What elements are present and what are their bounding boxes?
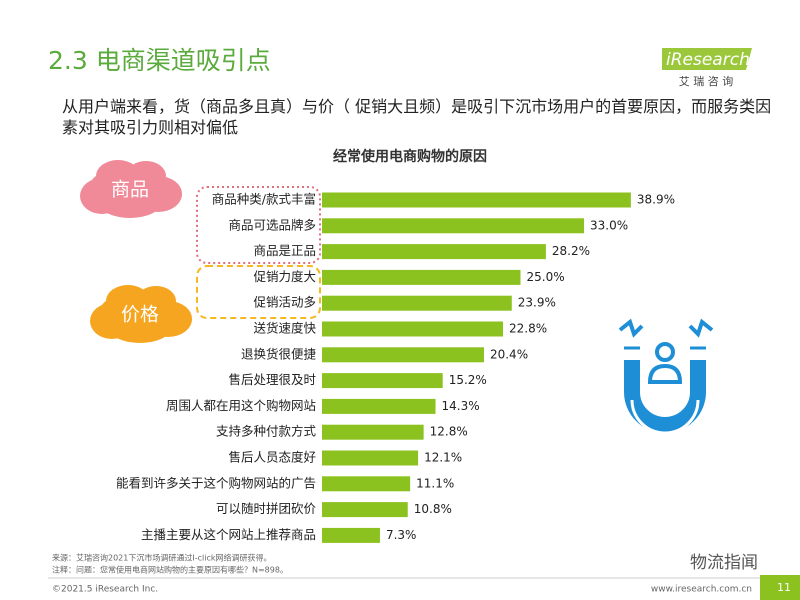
value-label: 23.9% bbox=[518, 296, 556, 310]
category-label: 能看到许多关于这个购物网站的广告 bbox=[116, 475, 316, 490]
highlight-box bbox=[196, 186, 321, 264]
callout-label: 价格 bbox=[121, 304, 159, 326]
bar bbox=[322, 347, 484, 363]
watermark: 物流指闻 bbox=[690, 553, 758, 573]
page-number: 11 bbox=[777, 581, 791, 594]
bar bbox=[322, 502, 408, 518]
copyright: ©2021.5 iResearch Inc. bbox=[52, 585, 158, 595]
category-label: 周围人都在用这个购物网站 bbox=[166, 398, 316, 413]
value-label: 12.8% bbox=[430, 425, 468, 439]
value-label: 12.1% bbox=[424, 451, 462, 465]
value-label: 25.0% bbox=[527, 270, 565, 284]
logo: iResearch bbox=[666, 50, 750, 70]
bar bbox=[322, 218, 585, 234]
subtitle: 从用户端来看，货（商品多且真）与价（ 促销大且频）是吸引下沉市场用户的首要原因，… bbox=[62, 97, 772, 137]
callout-cloud: 价格 bbox=[90, 285, 192, 343]
bar bbox=[322, 269, 521, 285]
magnet-icon bbox=[618, 318, 714, 435]
bar bbox=[322, 244, 546, 260]
bar bbox=[322, 373, 443, 389]
value-label: 28.2% bbox=[552, 244, 590, 258]
cloud-part bbox=[126, 161, 166, 191]
bar bbox=[322, 192, 631, 208]
cloud-part bbox=[100, 190, 160, 218]
website: www.iresearch.com.cn bbox=[651, 585, 752, 595]
bar bbox=[322, 476, 411, 492]
category-label: 商品种类/款式丰富 bbox=[212, 192, 316, 207]
source: 来源：艾瑞咨询2021下沉市场调研通过I-click网络调研获得。 bbox=[52, 553, 271, 563]
category-label: 支持多种付款方式 bbox=[216, 424, 317, 439]
value-label: 22.8% bbox=[509, 322, 547, 336]
value-label: 10.8% bbox=[414, 502, 452, 516]
logo-bg bbox=[662, 48, 752, 70]
cloud-part bbox=[110, 315, 170, 343]
bar bbox=[322, 321, 504, 337]
value-label: 33.0% bbox=[590, 218, 628, 232]
bar bbox=[322, 424, 424, 440]
callout-cloud: 商品 bbox=[80, 160, 182, 218]
cloud-part bbox=[106, 285, 150, 317]
category-label: 售后处理很及时 bbox=[228, 372, 316, 387]
value-label: 7.3% bbox=[386, 528, 417, 542]
category-label: 可以随时拼团砍价 bbox=[216, 501, 317, 516]
logo-cn: 艾 瑞 咨 询 bbox=[679, 74, 734, 88]
bar bbox=[322, 527, 380, 543]
note: 注释：问题：您常使用电商网站购物的主要原因有哪些？N=898。 bbox=[52, 565, 288, 575]
bar bbox=[322, 450, 419, 466]
cloud-part bbox=[96, 160, 140, 192]
value-label: 20.4% bbox=[490, 347, 528, 361]
slide-title: 2.3 电商渠道吸引点 bbox=[48, 46, 271, 75]
category-label: 主播主要从这个网站上推荐商品 bbox=[141, 527, 316, 542]
category-label: 商品是正品 bbox=[253, 243, 316, 258]
value-label: 38.9% bbox=[637, 193, 675, 207]
bar bbox=[322, 398, 436, 414]
category-label: 商品可选品牌多 bbox=[228, 217, 316, 232]
category-label: 促销力度大 bbox=[253, 269, 316, 284]
category-label: 退换货很便捷 bbox=[241, 346, 317, 361]
value-label: 11.1% bbox=[416, 476, 454, 490]
category-label: 送货速度快 bbox=[253, 321, 316, 336]
bar bbox=[322, 295, 512, 311]
chart-title: 经常使用电商购物的原因 bbox=[333, 148, 487, 165]
callout-label: 商品 bbox=[111, 179, 149, 201]
highlight-box bbox=[196, 265, 321, 319]
value-label: 14.3% bbox=[442, 399, 480, 413]
page-tab bbox=[760, 575, 800, 600]
category-label: 售后人员态度好 bbox=[228, 450, 316, 465]
value-label: 15.2% bbox=[449, 373, 487, 387]
cloud-part bbox=[136, 286, 176, 316]
category-label: 促销活动多 bbox=[253, 295, 316, 310]
